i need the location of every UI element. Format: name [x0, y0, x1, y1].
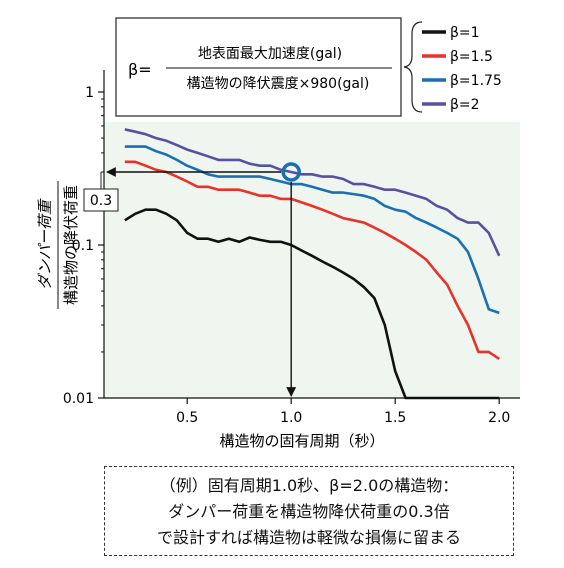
- note-line-1: （例）固有周期1.0秒、β=2.0の構造物：: [159, 476, 459, 495]
- x-tick-label: 1.0: [280, 410, 302, 426]
- note-line-3: で設計すれば構造物は軽微な損傷に留まる: [156, 528, 461, 547]
- y-label-numerator: ダンパー荷重: [36, 198, 54, 290]
- x-tick-label: 2.0: [488, 410, 510, 426]
- note-line-2: ダンパー荷重を構造物降伏荷重の0.3倍: [168, 502, 450, 521]
- x-axis-label: 構造物の固有周期（秒）: [219, 432, 384, 450]
- x-tick-label: 0.5: [176, 410, 198, 426]
- legend-label-3: β=1.75: [450, 73, 502, 89]
- plot-area: [104, 122, 520, 398]
- x-tick-label: 1.5: [384, 410, 406, 426]
- series-line-1: [124, 208, 500, 400]
- chart: 0.01 0.1 1 0.5 1.0 1.5 2.0 0.3 β= 地表面最大加速度(ga…: [36, 17, 520, 450]
- legend-label-4: β=2: [450, 97, 480, 113]
- series-line-2: [124, 160, 500, 360]
- callout-label: 0.3: [90, 193, 112, 209]
- y-ticks: 0.01 0.1 1: [63, 85, 104, 407]
- formula-denominator: 構造物の降伏震度×980(gal): [187, 76, 370, 92]
- formula-numerator: 地表面最大加速度(gal): [198, 46, 342, 62]
- formula-lhs: β=: [128, 60, 152, 79]
- example-marker: [281, 162, 301, 182]
- legend-brace: [403, 21, 423, 113]
- series-group: [124, 128, 501, 400]
- y-axis-label: ダンパー荷重 構造物の降伏荷重: [36, 181, 80, 309]
- y-tick-label: 1: [85, 85, 94, 101]
- y-label-denominator: 構造物の降伏荷重: [62, 185, 80, 305]
- series-line-4: [124, 128, 501, 257]
- legend: β=1 β=1.5 β=1.75 β=2: [422, 25, 502, 113]
- series-line-3: [124, 145, 500, 315]
- example-note: （例）固有周期1.0秒、β=2.0の構造物： ダンパー荷重を構造物降伏荷重の0.…: [104, 466, 514, 556]
- formula-box: [115, 17, 402, 117]
- legend-label-2: β=1.5: [450, 49, 493, 65]
- legend-label-1: β=1: [450, 25, 480, 41]
- y-tick-label: 0.1: [72, 238, 94, 254]
- annotation-group: 0.3: [83, 162, 301, 397]
- y-tick-label: 0.01: [63, 391, 94, 407]
- x-ticks: 0.5 1.0 1.5 2.0: [176, 398, 510, 426]
